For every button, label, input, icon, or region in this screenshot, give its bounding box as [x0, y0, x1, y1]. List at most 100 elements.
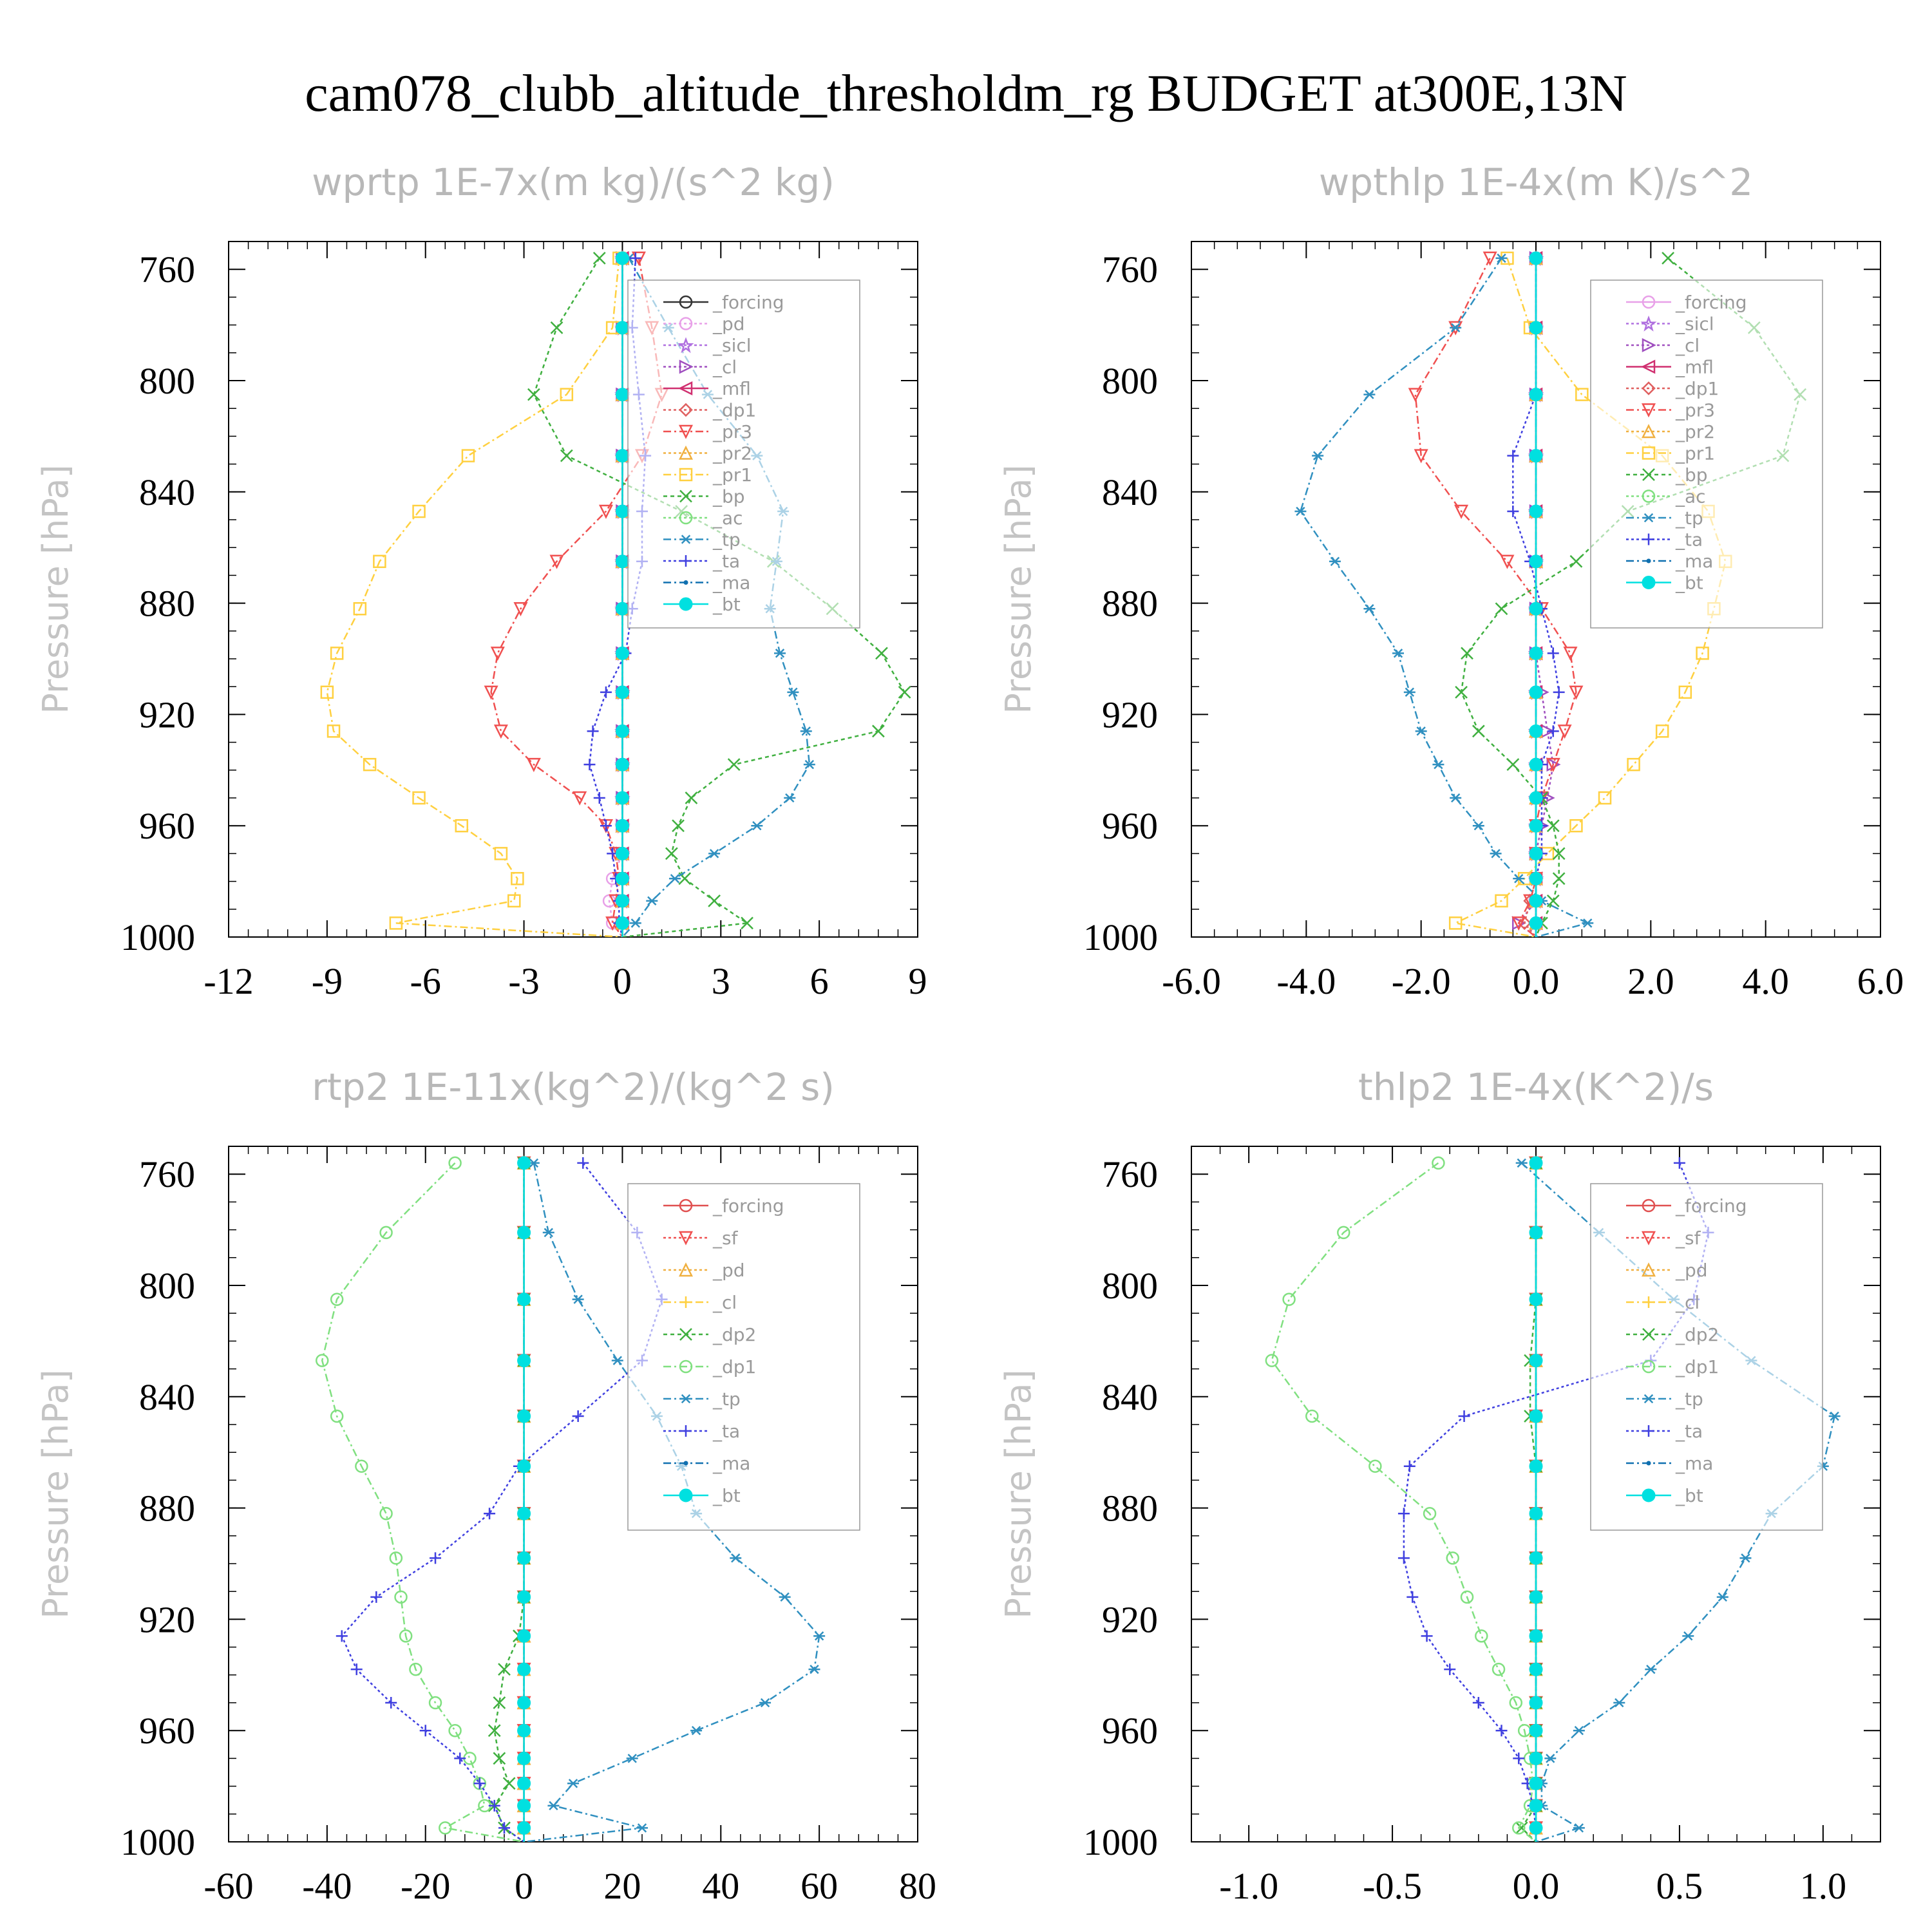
panel-3-legend-entry-cl: _cl	[663, 1292, 737, 1313]
panel-3-legend-box	[627, 1183, 860, 1531]
panel-1-series-tp-point	[751, 821, 763, 831]
panel-2-legend-entry-pr1-label: _pr1	[1675, 443, 1715, 464]
panel-2-series-tp-point	[1513, 874, 1525, 884]
panel-1-series-bt-point	[615, 791, 629, 805]
panel-2-series-bp-point	[1546, 894, 1560, 907]
panel-4: thlp2 1E-4x(K^2)/s Pressure [hPa] -1.0 -0.5…	[998, 1065, 1881, 1907]
panel-3-legend-entry-sf-marker	[678, 1231, 694, 1245]
panel-4-series-dp1-point	[1512, 1821, 1526, 1835]
panel-4-series-tp-point	[1828, 1411, 1841, 1421]
panel-3-x-tick-label: -60	[204, 1865, 253, 1907]
panel-4-legend-entry-forcing: _forcing	[1626, 1195, 1747, 1217]
panel-4-series-ta-point	[1397, 1508, 1410, 1520]
panel-2-legend-entry-sicl-marker	[1640, 315, 1657, 332]
panel-2-legend-entry-ac-label: _ac	[1675, 486, 1706, 507]
panel-3-series-tp-point	[572, 1294, 584, 1304]
panel-2-series-pr1-point	[1495, 894, 1508, 908]
panel-3-series-tp-point	[542, 1227, 554, 1238]
panel-1-legend-entry-ta-marker	[680, 555, 692, 567]
panel-1-series-pr1-point	[455, 819, 469, 833]
panel-1-series-bt-point	[615, 819, 629, 833]
panel-2-series-bt-point	[1529, 504, 1543, 518]
panel-2-series-bt-point	[1529, 321, 1543, 335]
panel-3-series-ta-point	[484, 1508, 496, 1520]
panel-1-series-bp-point	[875, 647, 888, 660]
panel-4-series-dp1-point	[1337, 1226, 1350, 1240]
panel-4-series-tp-point	[1515, 1158, 1528, 1168]
panel-3-series-tp-point	[813, 1631, 826, 1641]
panel-1-y-tick-label: 920	[139, 694, 195, 735]
panel-4-x-tick-label: 0.5	[1656, 1865, 1703, 1907]
panel-3-legend-entry-bt-label: _bt	[712, 1485, 741, 1506]
panel-3-y-tick-label: 960	[139, 1710, 195, 1752]
panel-2-legend-entry-forcing: _forcing	[1626, 292, 1747, 313]
panel-1-x-tick-label: -9	[312, 960, 343, 1002]
panel-4-legend-entry-dp1-marker	[1642, 1359, 1656, 1374]
panel-3-y-tick-label: 800	[139, 1265, 195, 1307]
panel-2-series-bp-point	[1461, 647, 1473, 660]
panel-3-y-tick-label: 880	[139, 1488, 195, 1530]
panel-1-series-bt-point	[615, 321, 629, 335]
panel-1-legend-entry-forcing-marker	[679, 295, 693, 309]
panel-3-series-tp-point	[626, 1754, 638, 1763]
panel-3-x-tick-label: 0	[515, 1865, 533, 1907]
panel-4-legend-entry-ta: _ta	[1626, 1421, 1703, 1442]
panel-4-series-dp1-point	[1492, 1662, 1506, 1676]
panel-1-series-bp-point	[898, 685, 911, 699]
panel-2-series-bt-point	[1529, 871, 1543, 886]
panel-2-series-tp-point	[1472, 821, 1484, 831]
panel-3-series-dp1-point	[315, 1354, 329, 1367]
panel-1-series-bt-point	[615, 388, 629, 402]
panel-1-y-axis-label: Pressure [hPa]	[35, 464, 76, 714]
panel-2-series-pr1-point	[1448, 916, 1463, 930]
panel-2-legend-entry-cl-label: _cl	[1675, 335, 1700, 356]
panel-3-legend-entry-dp2-label: _dp2	[712, 1324, 756, 1345]
panel-2-series-bp-point	[1552, 872, 1566, 886]
panel-1-x-tick-label: -3	[508, 960, 539, 1002]
panel-2-series-tp-point	[1363, 604, 1376, 614]
panel-4-x-tick-label: 0.0	[1513, 1865, 1560, 1907]
panel-1-series-pr3-point	[549, 554, 564, 569]
panel-1-series-bp-point	[592, 252, 606, 265]
panel-1-series-bp-point	[727, 758, 741, 772]
panel-2-series-pr3-point	[1408, 388, 1423, 402]
panel-4-x-tick-label: 1.0	[1800, 1865, 1847, 1907]
panel-4-series-dp1-point	[1460, 1590, 1474, 1604]
panel-1-x-tick-label: -6	[410, 960, 441, 1002]
panel-2-series-bt-point	[1529, 646, 1543, 660]
panel-3-series-tp-point	[808, 1664, 820, 1674]
panel-4-series-bt-point	[1529, 1751, 1543, 1765]
panel-4-legend-entry-sf: _sf	[1626, 1227, 1701, 1249]
panel-1-y-tick-label: 1000	[120, 916, 195, 958]
panel-1-legend-entry-pd-label: _pd	[712, 314, 745, 335]
panel-1-series-bt-point	[615, 757, 629, 772]
panel-1-series-ta-point	[600, 686, 612, 698]
panel-4-legend-entry-ta-label: _ta	[1675, 1421, 1703, 1442]
panel-2-legend-entry-ta-marker	[1643, 533, 1654, 545]
panel-4-series-ta-point	[1397, 1552, 1410, 1564]
panel-2-series-bt-point	[1529, 449, 1543, 463]
panel-1-series-pr1-point	[507, 894, 521, 908]
panel-1-series-bt-point	[615, 504, 629, 518]
panel-4-legend-entry-tp-label: _tp	[1675, 1388, 1703, 1410]
panel-3-series-dp1-line	[321, 1162, 524, 1842]
panel-2-legend-box	[1590, 279, 1823, 629]
panel-2-series-tp-point	[1450, 323, 1462, 333]
panel-3-series-tp-point	[690, 1726, 703, 1736]
panel-1-x-tick-label: 3	[712, 960, 730, 1002]
panel-2-legend-entry-pr3-label: _pr3	[1675, 400, 1715, 421]
panel-3-series-bt-point	[517, 1776, 531, 1790]
panel-1-series-tp-point	[708, 849, 721, 858]
panel-4-series-ta-line	[1403, 1162, 1709, 1842]
panel-2-legend-entry-tp-label: _tp	[1675, 507, 1703, 529]
panel-1-legend-entry-pr1-marker	[679, 468, 693, 482]
panel-1-legend-entry-cl: _cl	[663, 357, 737, 378]
panel-3-series-bt-point	[517, 1551, 531, 1565]
panel-2-series-ta-point	[1553, 686, 1565, 698]
panel-3-legend-entry-forcing-label: _forcing	[712, 1195, 784, 1217]
panel-3-y-axis-label: Pressure [hPa]	[35, 1369, 76, 1618]
panel-4-legend-entry-ma-label: _ma	[1675, 1453, 1713, 1474]
panel-3-series-tp-point	[636, 1823, 648, 1833]
panel-1-legend-entry-forcing-label: _forcing	[712, 292, 784, 313]
panel-1-series-tp-point	[800, 726, 812, 736]
